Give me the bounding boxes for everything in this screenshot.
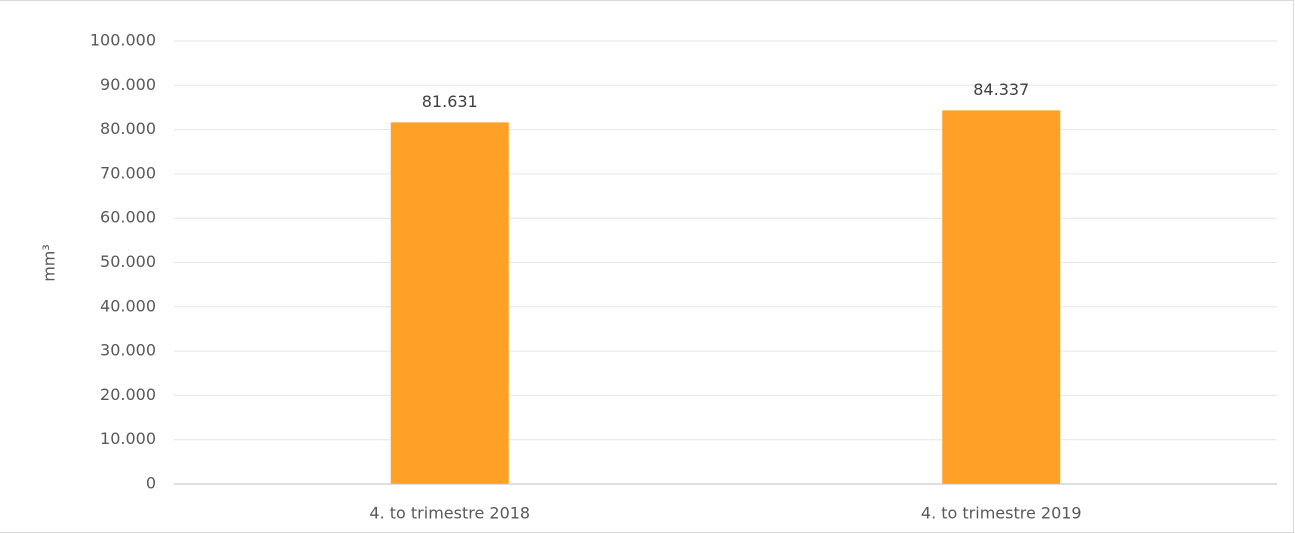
y-tick-label: 10.000 [100,429,156,448]
y-axis-title: mm³ [40,244,59,282]
bars [390,110,1061,485]
x-tick-label: 4. to trimestre 2018 [369,504,530,523]
data-labels: 81.631 84.337 [422,80,1029,111]
gridlines [174,40,1277,441]
bar [390,122,509,485]
y-tick-labels: 0 10.000 20.000 30.000 40.000 50.000 60.000 70.… [90,31,156,493]
y-tick-label: 70.000 [100,163,156,182]
y-tick-label: 100.000 [90,31,156,50]
x-tick-label: 4. to trimestre 2019 [921,504,1082,523]
y-tick-label: 50.000 [100,252,156,271]
x-tick-labels: 4. to trimestre 2018 4. to trimestre 2019 [369,504,1081,523]
bar [942,110,1061,485]
data-label: 84.337 [973,80,1029,99]
y-tick-label: 0 [146,474,156,493]
y-tick-label: 40.000 [100,296,156,315]
y-tick-label: 80.000 [100,119,156,138]
y-tick-label: 20.000 [100,385,156,404]
data-label: 81.631 [422,92,478,111]
y-tick-label: 30.000 [100,341,156,360]
y-tick-label: 60.000 [100,208,156,227]
y-tick-label: 90.000 [100,75,156,94]
